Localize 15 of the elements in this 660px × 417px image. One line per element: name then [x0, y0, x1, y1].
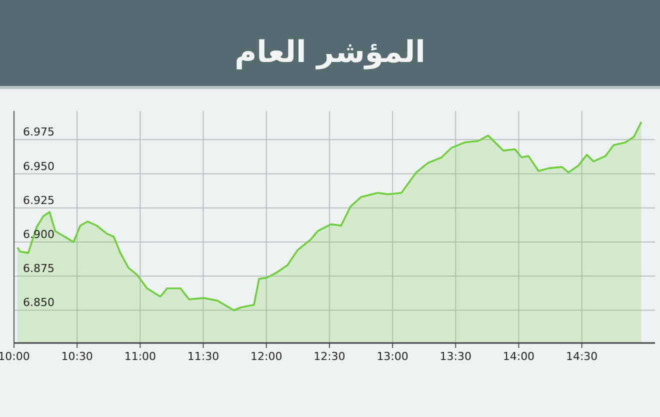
x-tick-label: 12:30	[314, 350, 346, 363]
y-tick-label: 6.950	[23, 160, 54, 173]
x-tick-label: 14:30	[566, 350, 598, 363]
x-tick-label: 10:30	[61, 350, 93, 363]
y-tick-label: 6.925	[23, 194, 54, 207]
x-tick-label: 11:00	[124, 350, 156, 363]
y-tick-label: 6.850	[23, 296, 54, 310]
x-tick-label: 13:00	[376, 350, 408, 363]
y-tick-label: 6.975	[23, 126, 54, 139]
x-tick-label: 14:00	[502, 350, 535, 363]
x-tick-label: 12:00	[250, 350, 282, 363]
y-tick-label: 6.875	[23, 262, 54, 276]
title: المؤشر العام	[234, 35, 426, 70]
x-tick-label: 11:30	[187, 350, 220, 363]
x-tick-label: 13:30	[440, 350, 472, 363]
